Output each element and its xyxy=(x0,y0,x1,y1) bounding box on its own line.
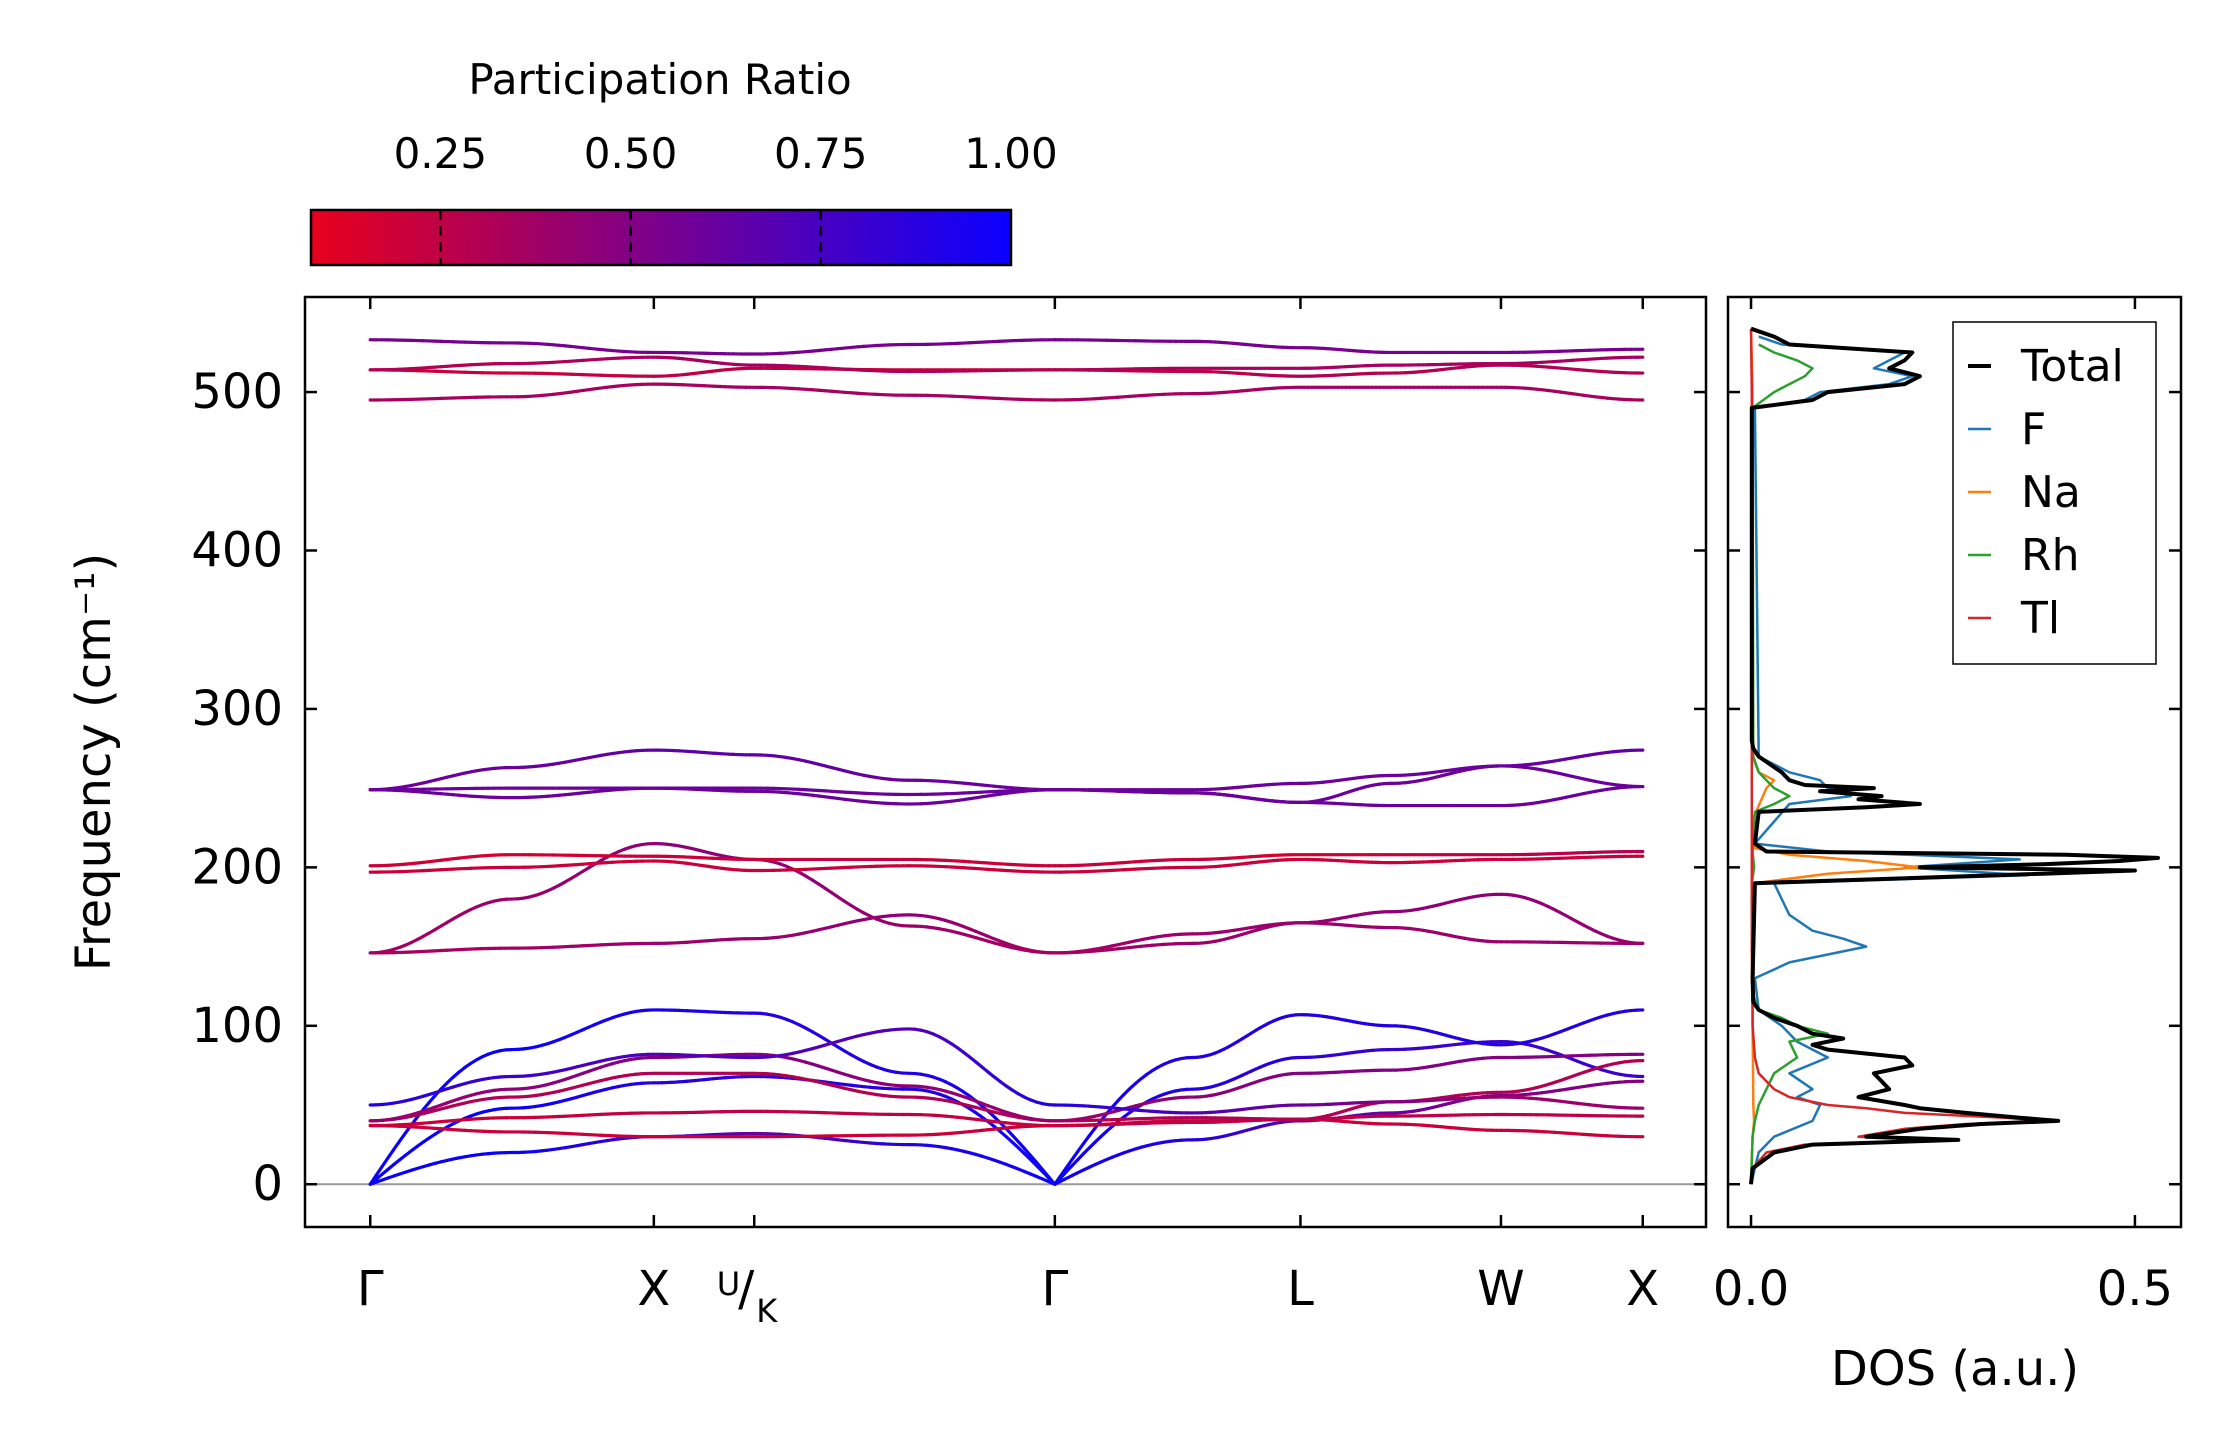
band-O6 xyxy=(368,892,1645,955)
colorbar-tick-label: 1.00 xyxy=(964,129,1058,178)
legend-label: Total xyxy=(2020,341,2124,392)
band-O9 xyxy=(368,849,1645,868)
legend-label: F xyxy=(2021,404,2046,455)
band-TA1 xyxy=(368,1079,1645,1186)
kpoint-label: Γ xyxy=(1041,1261,1068,1317)
band-structure-panel: 0 100 200 300 400 500 Γ X U/K Γ L W X Frequency (cm… xyxy=(66,295,1708,1330)
band-O8 xyxy=(368,854,1645,874)
band-O2 xyxy=(368,1109,1645,1128)
kpoint-label: X xyxy=(1626,1261,1659,1317)
band-segment xyxy=(1081,1134,1091,1146)
legend-label: Na xyxy=(2021,467,2081,518)
band-O13 xyxy=(368,382,1645,402)
y-tick-label: 200 xyxy=(191,839,283,895)
colorbar-title: Participation Ratio xyxy=(468,55,851,104)
kpoint-label-sub: K xyxy=(756,1292,778,1330)
band-segment xyxy=(1076,1141,1086,1154)
kpoint-label: U/K xyxy=(717,1261,778,1330)
band-segment xyxy=(1070,1149,1080,1162)
colorbar-tick-label: 0.75 xyxy=(774,129,868,178)
band-segment xyxy=(380,1156,390,1169)
band-lines xyxy=(368,338,1645,1186)
colorbar-tick-label: 0.50 xyxy=(584,129,678,178)
band-segment xyxy=(392,1139,402,1151)
band-O4 xyxy=(368,1052,1645,1123)
dos-line-rh xyxy=(1749,343,1830,1185)
kpoint-label: X xyxy=(637,1261,670,1317)
band-segment xyxy=(368,1173,378,1186)
colorbar: Participation Ratio 0.25 0.50 0.75 1.00 xyxy=(309,55,1058,267)
colorbar-ticks: 0.25 0.50 0.75 1.00 xyxy=(394,129,1058,265)
x-axis-label-dos: DOS (a.u.) xyxy=(1831,1341,2079,1397)
dos-x-tick-label: 0.0 xyxy=(1713,1261,1789,1317)
band-segment xyxy=(374,1165,384,1178)
y-tick-label: 400 xyxy=(191,522,283,578)
kpoint-label: Γ xyxy=(357,1261,384,1317)
kpoint-label: L xyxy=(1287,1261,1314,1317)
band-O5 xyxy=(368,1027,1645,1115)
band-O10 xyxy=(368,764,1645,797)
kpoint-label: W xyxy=(1477,1261,1524,1317)
colorbar-gradient xyxy=(309,208,1013,267)
kpoint-ticks: Γ X U/K Γ L W X xyxy=(357,297,1659,1330)
band-segment xyxy=(1064,1157,1074,1170)
band-O16 xyxy=(368,338,1645,356)
band-TA2 xyxy=(368,1040,1645,1186)
y-axis-label: Frequency (cm⁻¹) xyxy=(66,553,122,971)
legend: Total F Na Rh Tl xyxy=(1952,321,2157,665)
band-segment xyxy=(398,1131,408,1143)
legend-label: Rh xyxy=(2021,530,2079,581)
legend-label: Tl xyxy=(2020,593,2060,644)
band-O15 xyxy=(368,355,1645,374)
colorbar-tick-label: 0.25 xyxy=(394,129,488,178)
band-segment xyxy=(1053,1174,1063,1186)
dos-panel: 0.0 0.5 DOS (a.u.) Total F Na Rh Tl xyxy=(1713,295,2183,1397)
dos-x-tick-label: 0.5 xyxy=(2097,1261,2173,1317)
band-segment xyxy=(386,1147,396,1160)
y-tick-label: 500 xyxy=(191,364,283,420)
y-tick-label: 300 xyxy=(191,681,283,737)
kpoint-label-sup: U xyxy=(717,1265,740,1303)
y-tick-label: 100 xyxy=(191,998,283,1054)
band-segment xyxy=(1058,1166,1068,1178)
band-O12 xyxy=(368,748,1645,805)
kpoint-label-slash: / xyxy=(738,1261,755,1317)
y-tick-label: 0 xyxy=(252,1156,283,1212)
